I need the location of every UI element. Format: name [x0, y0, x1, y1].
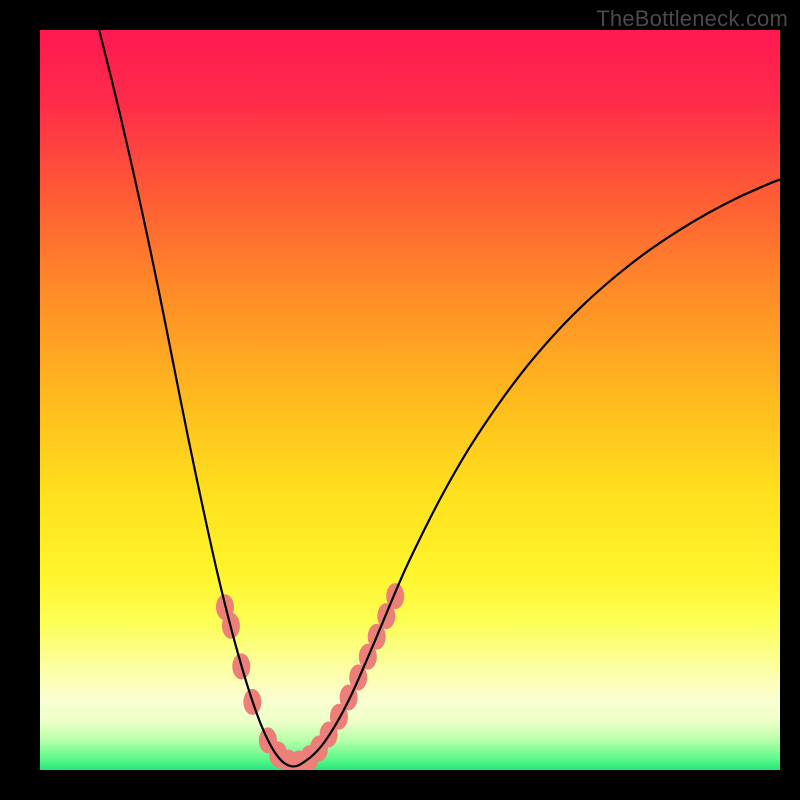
plot-area — [40, 30, 780, 770]
watermark-text: TheBottleneck.com — [596, 6, 788, 32]
chart-svg — [40, 30, 780, 770]
chart-container: TheBottleneck.com — [0, 0, 800, 800]
bottleneck-curve — [99, 30, 780, 766]
